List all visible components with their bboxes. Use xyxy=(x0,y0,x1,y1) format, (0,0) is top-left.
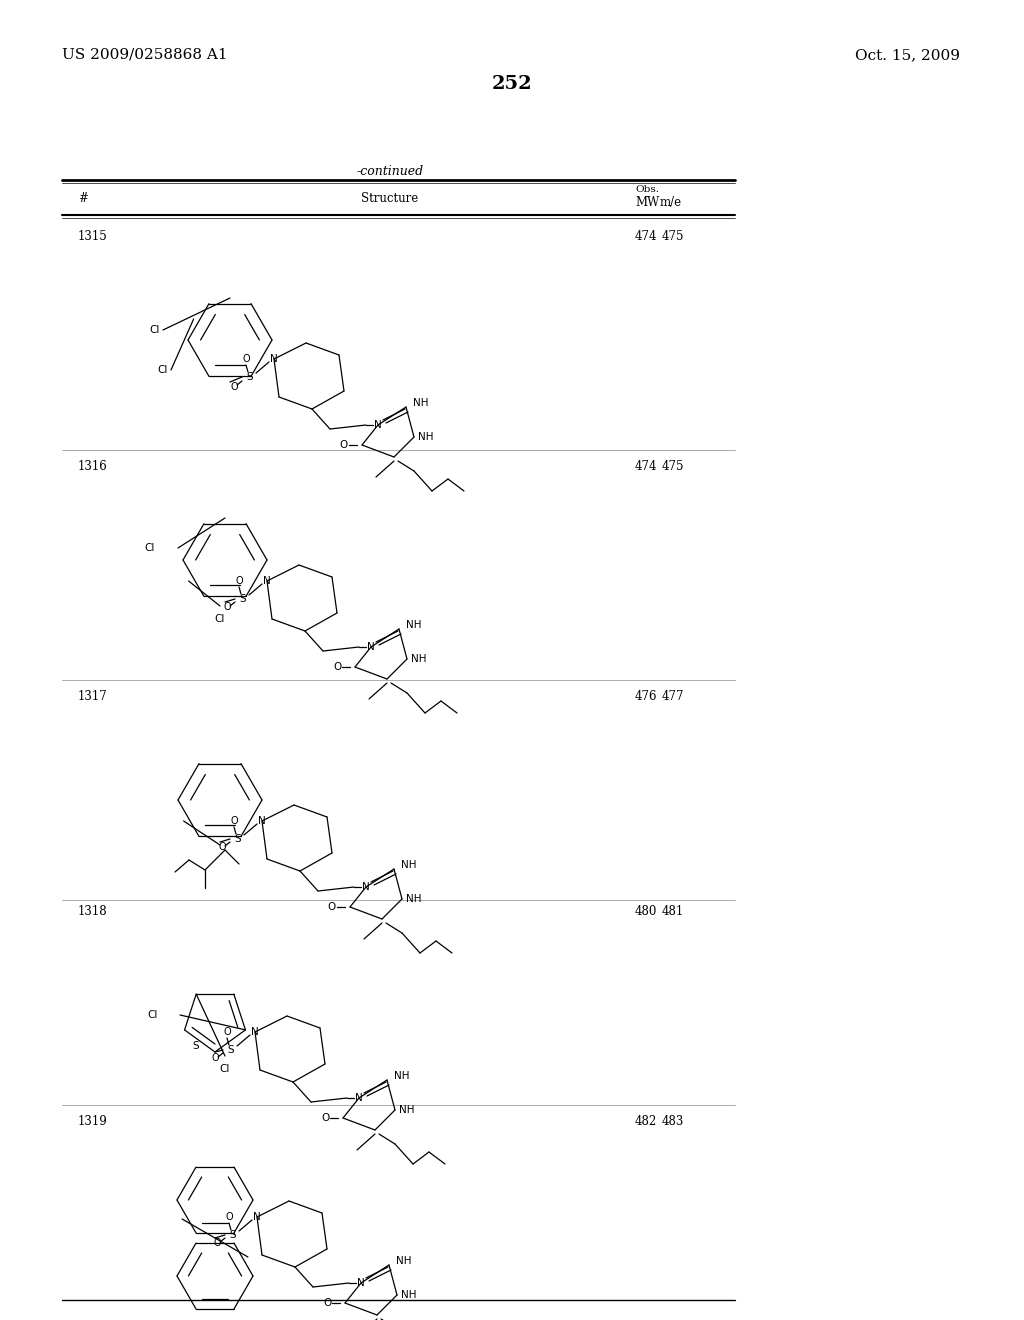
Text: N: N xyxy=(355,1093,362,1104)
Text: m/e: m/e xyxy=(660,195,682,209)
Text: Oct. 15, 2009: Oct. 15, 2009 xyxy=(855,48,961,62)
Text: O: O xyxy=(213,1238,221,1247)
Text: 474: 474 xyxy=(635,230,657,243)
Text: O: O xyxy=(236,576,243,586)
Text: NH: NH xyxy=(418,432,433,442)
Text: Obs.: Obs. xyxy=(635,185,659,194)
Text: N: N xyxy=(258,816,266,826)
Text: NH: NH xyxy=(406,894,422,904)
Text: US 2009/0258868 A1: US 2009/0258868 A1 xyxy=(62,48,227,62)
Text: N: N xyxy=(362,882,370,892)
Text: O: O xyxy=(230,381,238,392)
Text: N: N xyxy=(357,1278,365,1288)
Text: N: N xyxy=(253,1212,261,1222)
Text: O: O xyxy=(321,1113,329,1123)
Text: N: N xyxy=(270,354,278,364)
Text: NH: NH xyxy=(399,1105,415,1115)
Text: Cl: Cl xyxy=(215,614,225,624)
Text: S: S xyxy=(227,1045,234,1055)
Text: O: O xyxy=(323,1298,331,1308)
Text: Cl: Cl xyxy=(158,366,168,375)
Text: O: O xyxy=(230,816,238,826)
Text: N: N xyxy=(251,1027,259,1038)
Text: O: O xyxy=(328,902,336,912)
Text: 477: 477 xyxy=(662,690,684,704)
Text: 482: 482 xyxy=(635,1115,657,1129)
Text: 483: 483 xyxy=(662,1115,684,1129)
Text: S: S xyxy=(247,372,253,381)
Text: N: N xyxy=(374,420,382,430)
Text: N: N xyxy=(368,642,375,652)
Text: Cl: Cl xyxy=(150,325,160,335)
Text: O: O xyxy=(211,1053,219,1063)
Text: -continued: -continued xyxy=(356,165,424,178)
Text: 1319: 1319 xyxy=(78,1115,108,1129)
Text: O: O xyxy=(340,440,348,450)
Text: Cl: Cl xyxy=(220,1064,230,1074)
Text: 480: 480 xyxy=(635,906,657,917)
Text: O: O xyxy=(243,354,250,364)
Text: S: S xyxy=(193,1040,199,1051)
Text: O: O xyxy=(223,602,230,612)
Text: 1317: 1317 xyxy=(78,690,108,704)
Text: NH: NH xyxy=(394,1071,410,1081)
Text: NH: NH xyxy=(413,399,428,408)
Text: O: O xyxy=(333,663,341,672)
Text: NH: NH xyxy=(396,1257,412,1266)
Text: 475: 475 xyxy=(662,459,684,473)
Text: NH: NH xyxy=(411,653,427,664)
Text: O: O xyxy=(218,842,226,851)
Text: N: N xyxy=(263,576,271,586)
Text: 476: 476 xyxy=(635,690,657,704)
Text: 481: 481 xyxy=(662,906,684,917)
Text: NH: NH xyxy=(406,620,422,630)
Text: S: S xyxy=(229,1230,237,1239)
Text: O: O xyxy=(225,1212,232,1222)
Text: 252: 252 xyxy=(492,75,532,92)
Text: Cl: Cl xyxy=(147,1010,158,1020)
Text: O: O xyxy=(223,1027,230,1038)
Text: S: S xyxy=(234,834,242,843)
Text: Cl: Cl xyxy=(144,543,155,553)
Text: NH: NH xyxy=(401,1290,417,1300)
Text: 474: 474 xyxy=(635,459,657,473)
Text: Structure: Structure xyxy=(361,191,419,205)
Text: 1316: 1316 xyxy=(78,459,108,473)
Text: NH: NH xyxy=(401,861,417,870)
Text: #: # xyxy=(78,191,88,205)
Text: S: S xyxy=(240,594,247,605)
Text: MW: MW xyxy=(635,195,659,209)
Text: 1318: 1318 xyxy=(78,906,108,917)
Text: 1315: 1315 xyxy=(78,230,108,243)
Text: 475: 475 xyxy=(662,230,684,243)
